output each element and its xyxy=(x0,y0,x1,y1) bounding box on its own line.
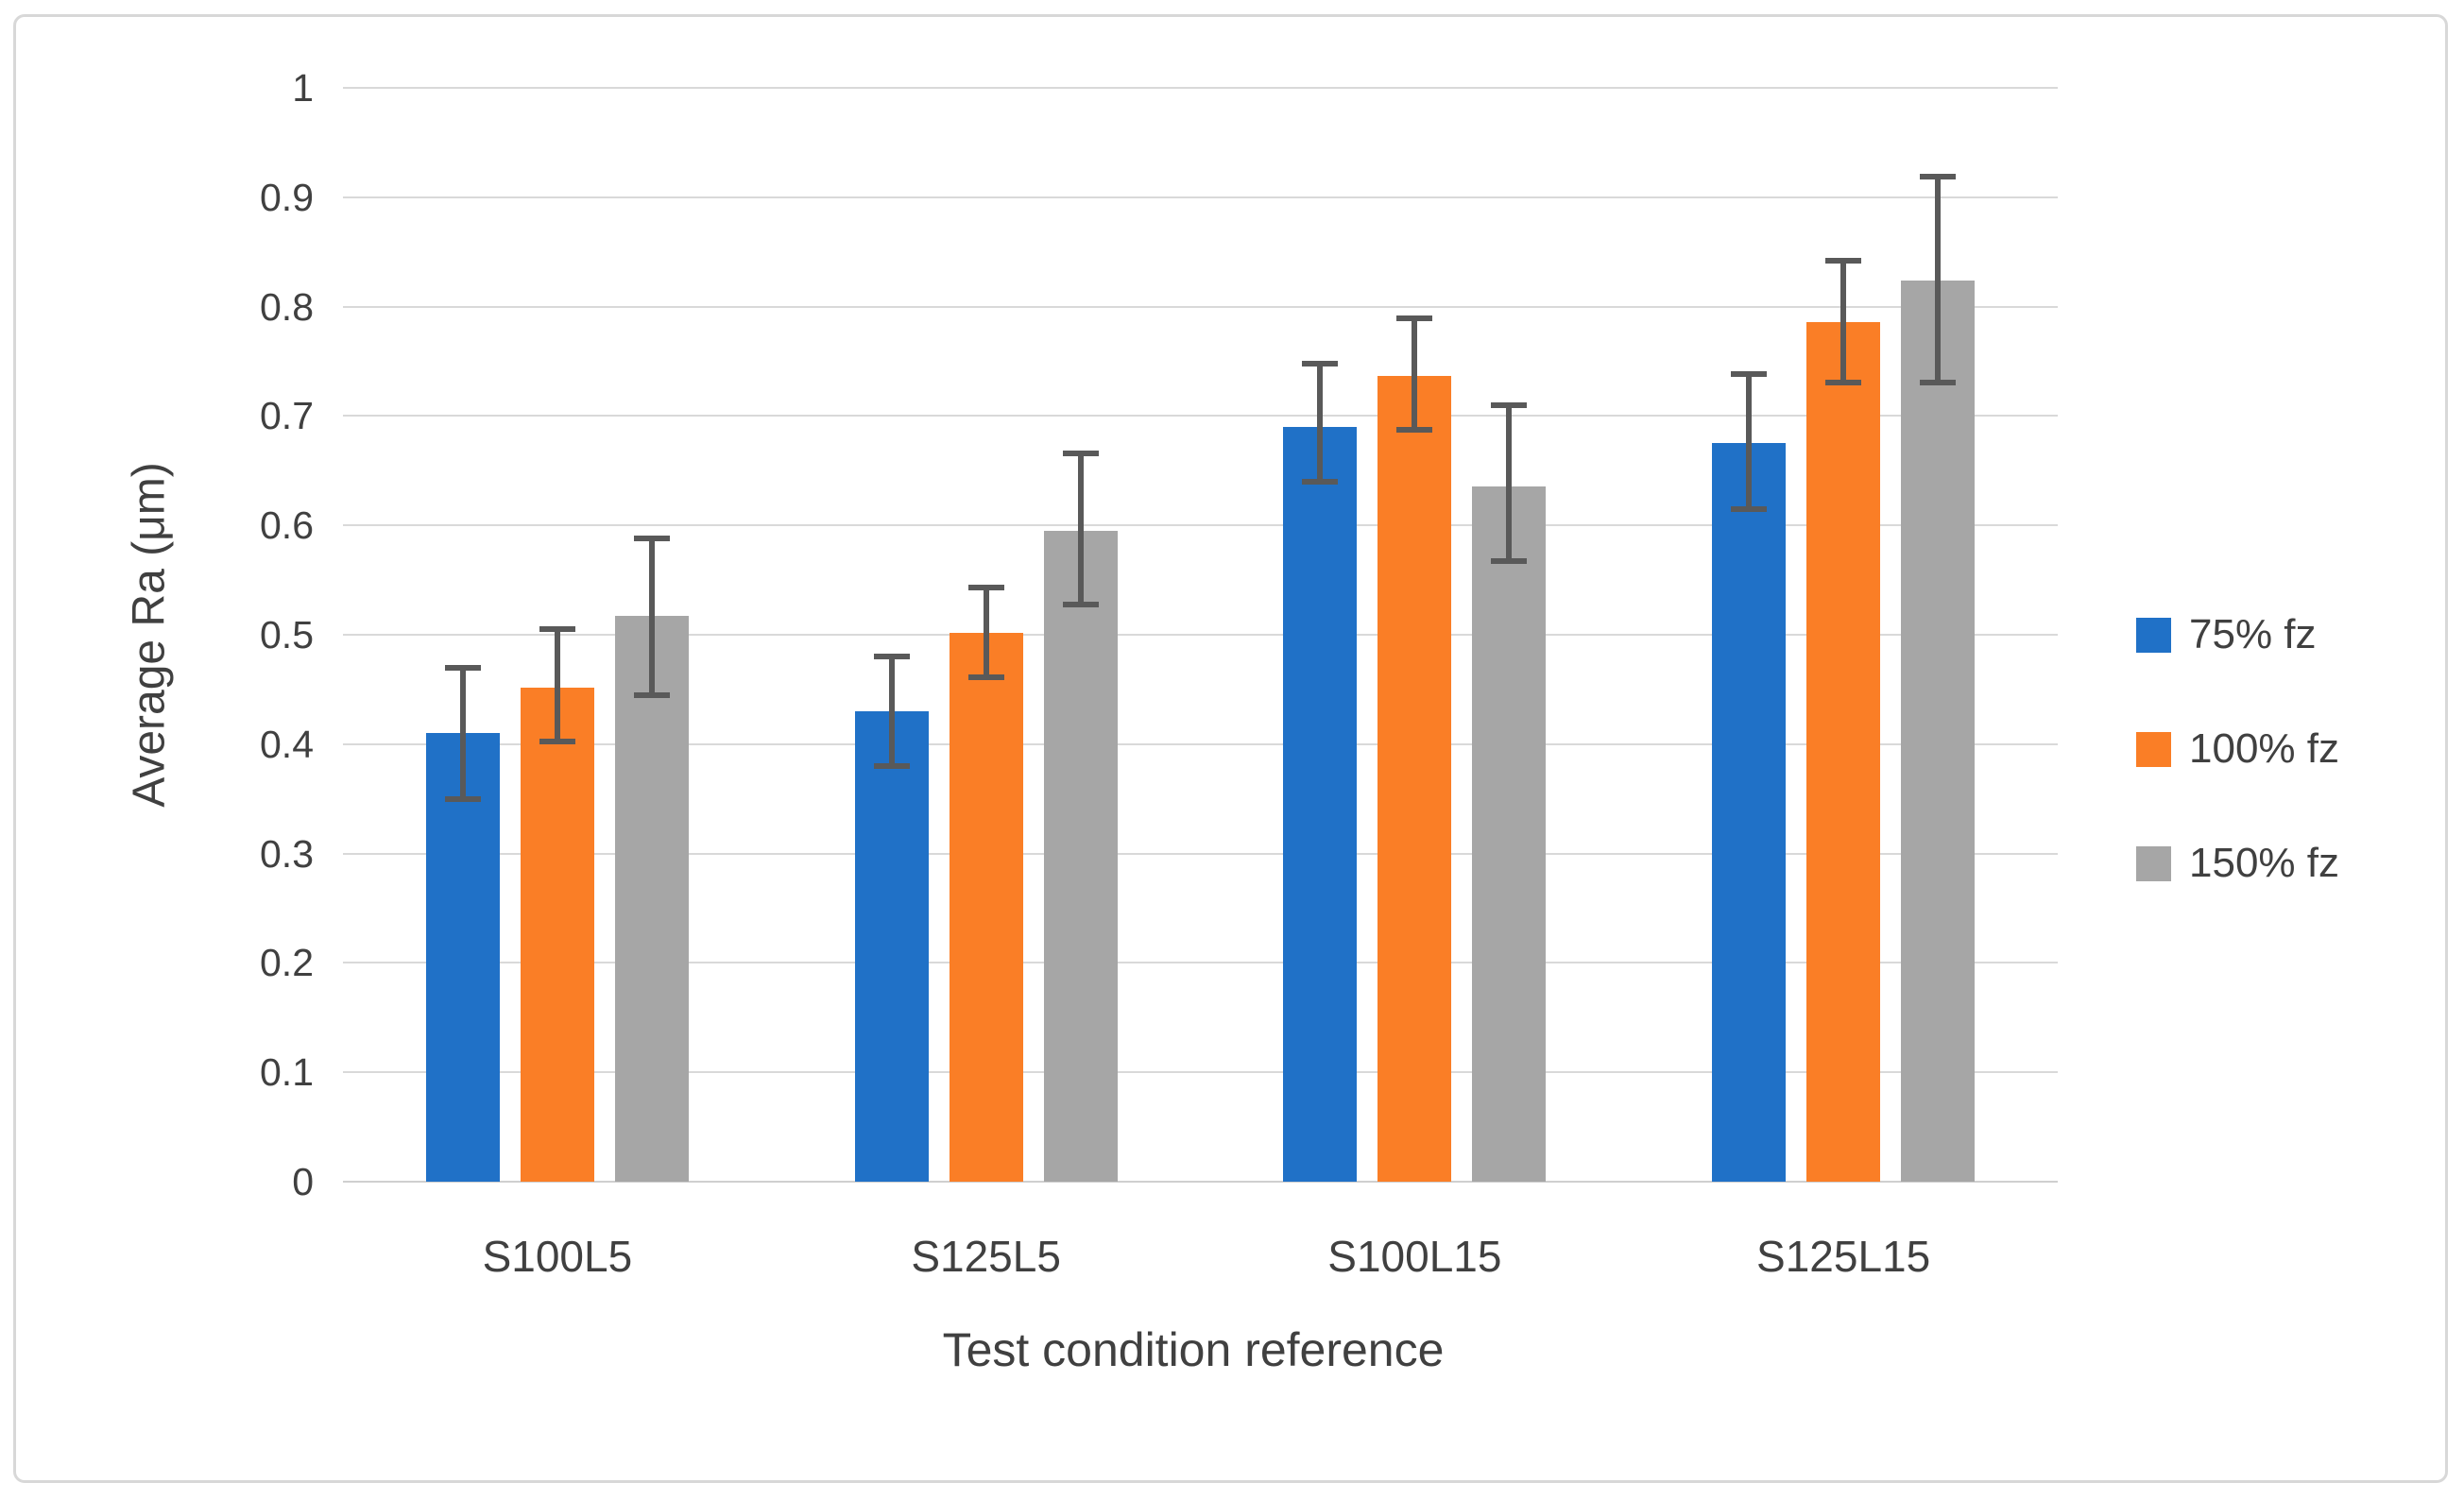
error-bar-150-fz-s125l5-cap-bottom xyxy=(1062,601,1099,607)
error-bar-75-fz-s100l15-cap-bottom xyxy=(1302,478,1339,485)
x-category-label-s100l15: S100L15 xyxy=(1327,1232,1502,1281)
error-bar-100-fz-s100l15-cap-top xyxy=(1396,315,1433,322)
error-bar-100-fz-s125l5-line xyxy=(983,588,989,678)
legend-label-75-fz: 75% fz xyxy=(2189,611,2317,657)
bar-100-fz-s100l5 xyxy=(520,687,594,1182)
error-bar-75-fz-s100l5-cap-top xyxy=(444,664,481,671)
error-bar-100-fz-s100l15-line xyxy=(1412,318,1418,431)
y-tick-label-0.1: 0.1 xyxy=(260,1050,314,1095)
error-bar-150-fz-s125l15-cap-bottom xyxy=(1920,379,1957,385)
y-tick-label-0.2: 0.2 xyxy=(260,941,314,985)
gridline-0.3 xyxy=(343,852,2058,855)
gridline-0.5 xyxy=(343,634,2058,636)
legend-label-100-fz: 100% fz xyxy=(2189,725,2339,772)
error-bar-150-fz-s100l5-cap-bottom xyxy=(633,691,670,698)
bar-75-fz-s125l15 xyxy=(1712,443,1787,1182)
error-bar-100-fz-s125l15-line xyxy=(1840,260,1847,383)
bar-75-fz-s100l5 xyxy=(425,733,500,1182)
y-axis-title: Average Ra (μm) xyxy=(124,462,175,808)
error-bar-150-fz-s125l5-line xyxy=(1077,452,1084,605)
y-tick-label-0.4: 0.4 xyxy=(260,722,314,766)
y-tick-label-0.5: 0.5 xyxy=(260,613,314,656)
legend-label-150-fz: 150% fz xyxy=(2189,840,2339,886)
error-bar-150-fz-s125l5-cap-top xyxy=(1062,450,1099,456)
gridline-0.6 xyxy=(343,524,2058,527)
chart-border-frame xyxy=(13,14,2448,1483)
x-category-label-s125l5: S125L5 xyxy=(911,1232,1061,1281)
y-tick-label-0.9: 0.9 xyxy=(260,175,314,219)
error-bar-75-fz-s125l5-cap-top xyxy=(873,654,910,660)
error-bar-75-fz-s125l5-line xyxy=(888,656,895,766)
bar-100-fz-s125l5 xyxy=(949,632,1023,1182)
y-tick-label-0.8: 0.8 xyxy=(260,284,314,329)
error-bar-100-fz-s100l5-line xyxy=(554,629,560,742)
y-tick-label-0: 0 xyxy=(292,1160,314,1203)
error-bar-150-fz-s100l15-line xyxy=(1506,404,1513,562)
error-bar-100-fz-s125l15-cap-top xyxy=(1825,257,1862,264)
bar-100-fz-s100l15 xyxy=(1377,375,1452,1182)
y-tick-label-0.6: 0.6 xyxy=(260,503,314,548)
gridline-0.4 xyxy=(343,742,2058,745)
bar-100-fz-s125l15 xyxy=(1806,321,1881,1182)
error-bar-75-fz-s100l15-line xyxy=(1317,363,1324,482)
error-bar-150-fz-s100l15-cap-bottom xyxy=(1491,558,1528,565)
gridline-1 xyxy=(343,87,2058,89)
plot-area xyxy=(343,87,2058,1183)
error-bar-100-fz-s125l5-cap-top xyxy=(967,585,1004,591)
bar-150-fz-s125l15 xyxy=(1901,280,1976,1182)
legend-swatch-150-fz xyxy=(2136,846,2171,881)
y-tick-label-0.7: 0.7 xyxy=(260,394,314,438)
error-bar-150-fz-s100l5-cap-top xyxy=(633,536,670,542)
y-tick-label-1: 1 xyxy=(292,66,314,110)
error-bar-150-fz-s125l15-line xyxy=(1935,176,1942,383)
bar-75-fz-s100l15 xyxy=(1283,426,1358,1182)
error-bar-150-fz-s125l15-cap-top xyxy=(1920,173,1957,179)
error-bar-100-fz-s100l5-cap-top xyxy=(539,626,575,633)
bar-150-fz-s100l5 xyxy=(614,616,689,1182)
error-bar-100-fz-s100l5-cap-bottom xyxy=(539,739,575,745)
error-bar-75-fz-s100l5-cap-bottom xyxy=(444,795,481,802)
error-bar-75-fz-s100l15-cap-top xyxy=(1302,360,1339,366)
error-bar-100-fz-s125l15-cap-bottom xyxy=(1825,379,1862,385)
legend-swatch-100-fz xyxy=(2136,732,2171,767)
error-bar-75-fz-s125l15-line xyxy=(1746,374,1753,509)
error-bar-75-fz-s125l5-cap-bottom xyxy=(873,762,910,769)
gridline-0.2 xyxy=(343,962,2058,964)
x-category-label-s100l5: S100L5 xyxy=(482,1232,633,1281)
error-bar-100-fz-s100l15-cap-bottom xyxy=(1396,427,1433,434)
bar-150-fz-s100l15 xyxy=(1472,486,1547,1182)
bar-75-fz-s125l5 xyxy=(854,711,929,1182)
error-bar-75-fz-s125l15-cap-bottom xyxy=(1731,505,1768,512)
y-tick-label-0.3: 0.3 xyxy=(260,831,314,876)
error-bar-150-fz-s100l15-cap-top xyxy=(1491,401,1528,408)
error-bar-150-fz-s100l5-line xyxy=(648,538,655,695)
legend-swatch-75-fz xyxy=(2136,618,2171,653)
x-category-label-s125l15: S125L15 xyxy=(1756,1232,1931,1281)
error-bar-100-fz-s125l5-cap-bottom xyxy=(967,674,1004,681)
x-axis-title: Test condition reference xyxy=(942,1323,1445,1376)
gridline-0.8 xyxy=(343,305,2058,308)
error-bar-75-fz-s100l5-line xyxy=(459,667,466,799)
gridline-0 xyxy=(343,1181,2058,1183)
gridline-0.1 xyxy=(343,1071,2058,1074)
gridline-0.7 xyxy=(343,415,2058,418)
bar-150-fz-s125l5 xyxy=(1043,531,1118,1182)
gridline-0.9 xyxy=(343,196,2058,198)
error-bar-75-fz-s125l15-cap-top xyxy=(1731,371,1768,378)
